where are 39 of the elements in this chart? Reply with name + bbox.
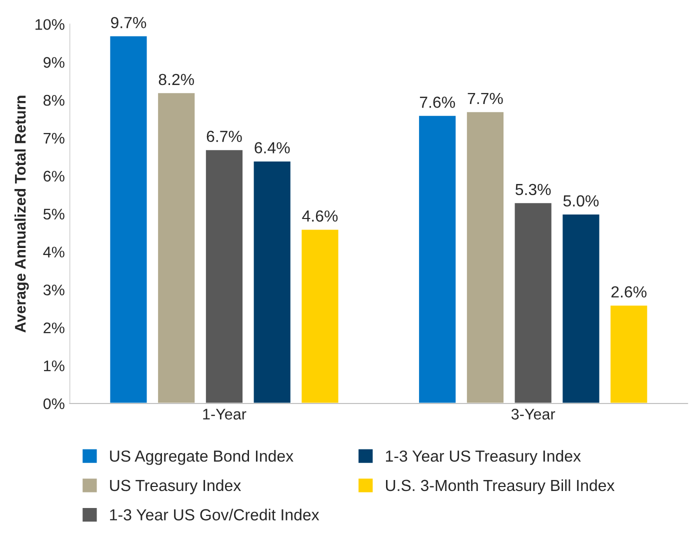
x-tick-label: 3-Year [511, 408, 556, 420]
bar [466, 110, 505, 404]
data-label: 5.3% [516, 184, 551, 196]
y-tick-label: 8% [44, 94, 64, 106]
legend-label: U.S. 3-Month Treasury Bill Index [386, 479, 615, 494]
data-label: 7.7% [468, 92, 503, 104]
data-label: 9.7% [111, 16, 146, 28]
bar [300, 228, 340, 404]
bar [204, 148, 244, 404]
data-label: 4.6% [302, 210, 338, 222]
data-label: 6.4% [254, 142, 290, 154]
data-label: 7.6% [420, 96, 455, 108]
y-tick-label: 5% [43, 208, 64, 220]
x-tick-label: 1-Year [203, 408, 246, 420]
y-axis-title: Average Annualized Total Return [14, 96, 29, 332]
data-label: 8.2% [158, 74, 194, 86]
y-tick-label: 7% [44, 132, 64, 144]
y-tick-label: 2% [44, 322, 64, 334]
bar [108, 34, 148, 404]
bar [561, 213, 601, 404]
bar [252, 160, 292, 404]
legend-label: US Treasury Index [110, 479, 241, 494]
y-tick-label: 1% [44, 360, 64, 372]
legend-label: 1-3 Year US Gov/Credit Index [110, 508, 320, 520]
y-tick-label: 4% [43, 246, 64, 258]
data-label: 6.7% [206, 130, 242, 142]
bar [609, 304, 649, 404]
bar [513, 202, 553, 404]
y-tick-label: 9% [44, 57, 64, 68]
y-tick-label: 3% [43, 284, 64, 296]
y-tick-label: 10% [36, 19, 64, 30]
legend-label: US Aggregate Bond Index [110, 450, 294, 465]
data-label: 5.0% [563, 195, 599, 207]
y-tick-label: 6% [44, 170, 64, 182]
bar [156, 92, 196, 404]
y-tick-label: 0% [43, 398, 64, 410]
data-label: 2.6% [611, 286, 646, 298]
legend-label: 1-3 Year US Treasury Index [386, 450, 581, 465]
bar [418, 114, 458, 404]
